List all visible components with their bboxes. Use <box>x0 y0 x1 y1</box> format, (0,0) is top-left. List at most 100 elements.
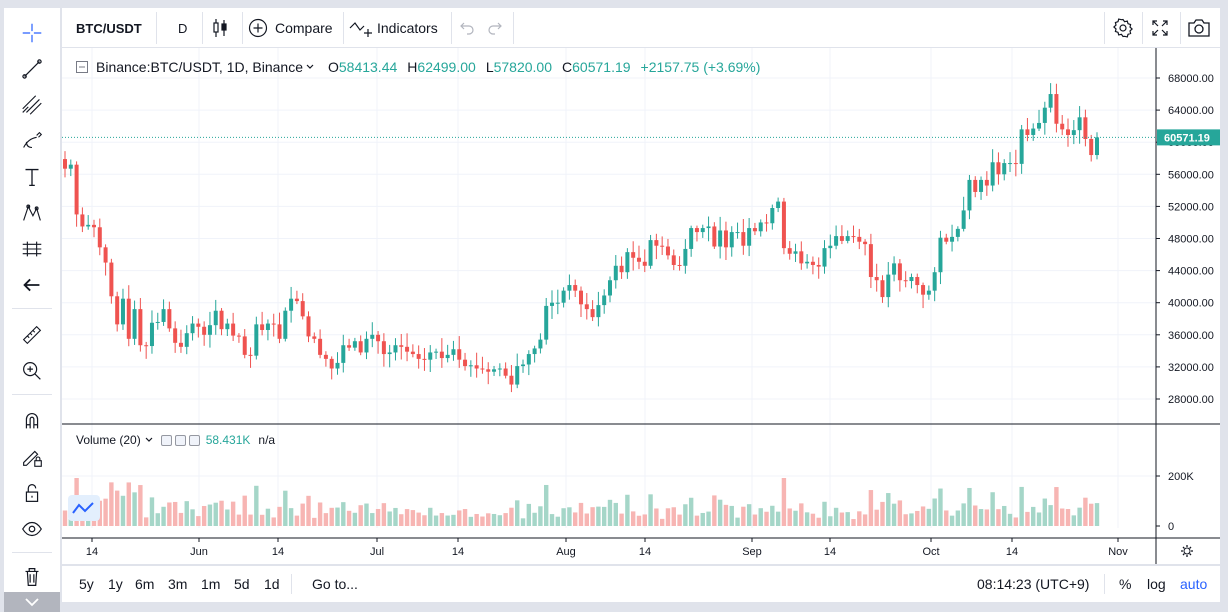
prediction-icon[interactable] <box>4 232 60 266</box>
settings-mini-icon[interactable] <box>174 434 186 446</box>
volume-bar <box>451 514 456 526</box>
zoom-in-icon[interactable] <box>4 354 60 388</box>
chart-area[interactable]: 68000.0064000.0060000.0056000.0052000.00… <box>62 48 1220 564</box>
trash-icon[interactable] <box>4 560 60 594</box>
volume-bar <box>91 516 97 526</box>
range-1d-button[interactable]: 1d <box>264 576 280 592</box>
volume-bar <box>526 503 532 526</box>
volume-bar <box>654 508 659 526</box>
candle-body <box>590 309 595 318</box>
logo-bg <box>68 495 100 521</box>
volume-bar <box>364 503 369 526</box>
volume-label[interactable]: Volume (20) <box>76 433 141 447</box>
lock-pencil-icon[interactable] <box>4 440 60 474</box>
range-5d-button[interactable]: 5d <box>234 576 250 592</box>
brush-icon[interactable] <box>4 124 60 158</box>
volume-bar <box>306 495 311 526</box>
toolbar-scroll-down-button[interactable] <box>4 592 60 612</box>
volume-bar <box>410 510 416 526</box>
screenshot-button[interactable] <box>1187 8 1211 48</box>
undo-button[interactable] <box>459 8 475 48</box>
grid-lines <box>62 48 1156 528</box>
timezone-clock[interactable]: 08:14:23 (UTC+9) <box>977 576 1090 592</box>
time-axis-settings-icon[interactable] <box>1181 545 1193 557</box>
ruler-icon[interactable] <box>4 318 60 352</box>
pattern-icon[interactable] <box>4 196 60 230</box>
candle-body <box>532 348 537 355</box>
volume-bar <box>741 506 746 526</box>
chevron-down-icon[interactable] <box>306 64 314 70</box>
candle-body <box>213 310 218 326</box>
volume-bar <box>1048 505 1053 526</box>
volume-bar <box>178 512 184 526</box>
goto-button[interactable]: Go to... <box>312 576 358 592</box>
volume-bar <box>665 508 671 526</box>
candle-body <box>103 247 108 263</box>
volume-bar <box>149 497 155 526</box>
volume-bar <box>845 512 850 526</box>
crosshair-icon[interactable] <box>4 16 60 50</box>
candle-body <box>271 323 276 325</box>
chart-type-button[interactable] <box>210 8 230 48</box>
candle-body <box>207 325 212 335</box>
volume-bar <box>236 514 242 526</box>
volume-bar <box>393 507 398 526</box>
volume-bar <box>984 509 990 526</box>
range-1y-button[interactable]: 1y <box>108 576 123 592</box>
volume-bar <box>938 488 943 526</box>
chart-canvas[interactable]: 68000.0064000.0060000.0056000.0052000.00… <box>62 48 1220 564</box>
percent-scale-button[interactable]: % <box>1119 576 1132 592</box>
close-mini-icon[interactable] <box>188 434 200 446</box>
volume-bar <box>590 507 595 526</box>
candle-body <box>631 252 636 258</box>
candle-body <box>312 336 317 339</box>
candle-body <box>306 316 311 337</box>
collapse-legend-icon[interactable] <box>76 61 88 73</box>
unlock-icon[interactable] <box>4 476 60 510</box>
volume-bar <box>248 514 253 526</box>
y-tick-label: 64000.00 <box>1168 105 1214 117</box>
volume-bar <box>717 499 723 526</box>
back-arrow-icon[interactable] <box>4 268 60 302</box>
trend-line-icon[interactable] <box>4 52 60 86</box>
symbol-search-button[interactable]: BTC/USDT <box>76 8 142 48</box>
volume-bar <box>671 507 676 526</box>
volume-bar <box>920 506 926 526</box>
candle-body <box>178 342 183 347</box>
volume-bar <box>828 516 833 526</box>
fullscreen-button[interactable] <box>1150 8 1170 48</box>
redo-button[interactable] <box>487 8 503 48</box>
volume-bar <box>555 516 561 526</box>
candle-body <box>492 369 497 372</box>
range-6m-button[interactable]: 6m <box>135 576 155 592</box>
candle-body <box>677 264 682 266</box>
log-scale-button[interactable]: log <box>1147 576 1166 592</box>
candle-body <box>167 309 172 329</box>
settings-button[interactable] <box>1112 8 1134 48</box>
volume-bar <box>636 515 642 526</box>
volume-bar <box>207 504 213 526</box>
chevron-down-icon[interactable] <box>145 437 153 443</box>
range-3m-button[interactable]: 3m <box>168 576 188 592</box>
volume-bar <box>381 503 387 526</box>
volume-bars <box>62 478 1100 526</box>
magnet-icon[interactable] <box>4 404 60 438</box>
volume-bar <box>839 512 845 526</box>
range-1m-button[interactable]: 1m <box>201 576 221 592</box>
volume-bar <box>955 510 961 526</box>
legend-symbol[interactable]: Binance:BTC/USDT, 1D, Binance <box>96 59 303 75</box>
candle-body <box>561 290 566 303</box>
eye-toggle-icon[interactable] <box>160 434 172 446</box>
volume-bar <box>862 514 868 526</box>
auto-scale-button[interactable]: auto <box>1180 576 1208 592</box>
text-icon[interactable] <box>4 160 60 194</box>
compare-button[interactable]: Compare <box>248 8 333 48</box>
range-5y-button[interactable]: 5y <box>79 576 94 592</box>
indicators-button[interactable]: Indicators <box>349 8 438 48</box>
candle-body <box>109 262 114 297</box>
eye-icon[interactable] <box>4 512 60 546</box>
interval-button[interactable]: D <box>178 8 187 48</box>
volume-bar <box>190 509 195 526</box>
volume-bar <box>775 511 781 526</box>
fib-icon[interactable] <box>4 88 60 122</box>
